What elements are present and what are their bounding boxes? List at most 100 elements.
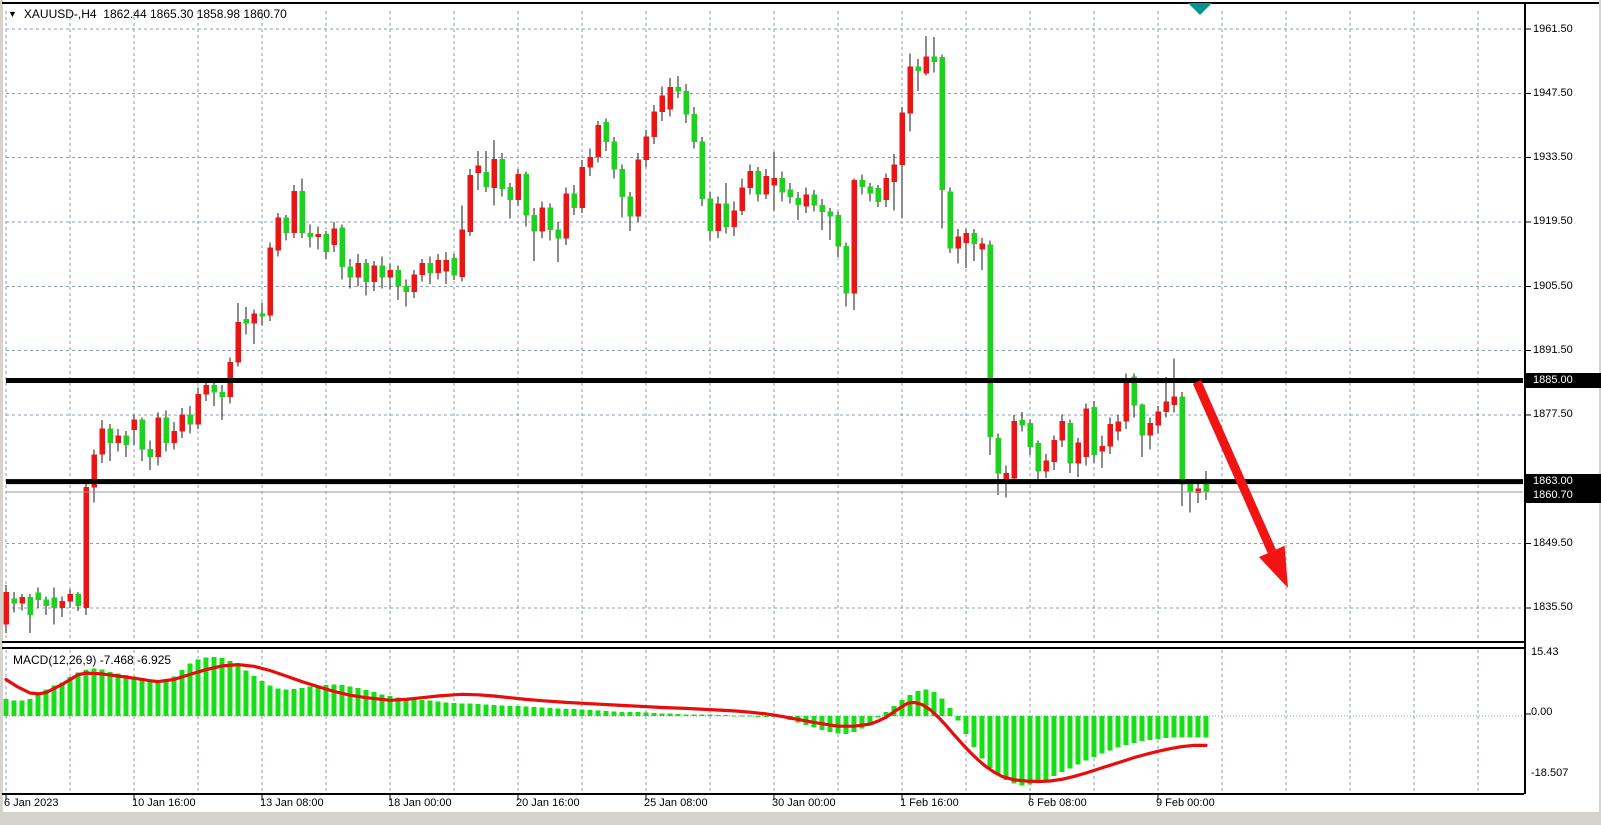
- trend-arrow-head[interactable]: [1259, 545, 1288, 588]
- macd-histogram-bar: [1171, 716, 1177, 738]
- candle-body: [915, 66, 921, 72]
- macd-histogram-bar: [11, 700, 17, 716]
- horizontal-line-object[interactable]: [6, 479, 1523, 485]
- macd-histogram-bar: [1131, 716, 1137, 743]
- candle-body: [723, 203, 729, 227]
- candle-body: [83, 486, 89, 609]
- macd-histogram-bar: [75, 672, 81, 716]
- macd-histogram-bar: [979, 716, 985, 759]
- macd-histogram-bar: [139, 677, 145, 716]
- macd-histogram-bar: [707, 714, 713, 716]
- candle-body: [611, 141, 617, 170]
- macd-histogram-bar: [251, 676, 257, 716]
- candle-body: [787, 189, 793, 197]
- candle-body: [571, 193, 577, 208]
- candle-body: [107, 428, 113, 443]
- candle-body: [379, 265, 385, 278]
- candle-body: [139, 419, 145, 450]
- candle-body: [659, 95, 665, 112]
- candle-body: [739, 187, 745, 211]
- candle-body: [955, 236, 961, 249]
- macd-indicator-label: MACD(12,26,9) -7.468 -6.925: [13, 653, 172, 667]
- macd-histogram-bar: [643, 712, 649, 716]
- macd-histogram-bar: [395, 697, 401, 716]
- macd-axis-label: 0.00: [1531, 705, 1553, 718]
- chart-title: ▼ XAUUSD-,H4 1862.44 1865.30 1858.98 1860…: [8, 7, 287, 21]
- candle-body: [1027, 423, 1033, 447]
- macd-histogram-bar: [1107, 716, 1113, 751]
- price-level-box: 1860.70: [1526, 488, 1601, 504]
- macd-histogram-bar: [99, 669, 105, 716]
- macd-histogram-bar: [883, 711, 889, 716]
- macd-histogram-bar: [651, 713, 657, 716]
- candle-body: [643, 136, 649, 161]
- price-axis-label: 1947.50: [1533, 86, 1573, 99]
- macd-histogram-bar: [963, 716, 969, 734]
- candle-body: [595, 124, 601, 157]
- time-axis-label: 1 Feb 16:00: [900, 797, 959, 809]
- symbol-dropdown-icon[interactable]: ▼: [8, 9, 17, 19]
- candle-body: [675, 87, 681, 92]
- candle-body: [291, 190, 297, 233]
- candle-body: [491, 158, 497, 189]
- candle-body: [3, 592, 9, 625]
- candle-body: [851, 179, 857, 294]
- macd-histogram-bar: [995, 716, 1001, 776]
- candle-body: [763, 175, 769, 195]
- trend-arrow-shaft[interactable]: [1192, 380, 1276, 554]
- candle-body: [1043, 460, 1049, 472]
- candle-body: [499, 158, 505, 190]
- macd-histogram-bar: [683, 714, 689, 716]
- candle-body: [259, 313, 265, 317]
- time-axis-label: 6 Jan 2023: [4, 797, 59, 809]
- symbol-period-label: XAUUSD-,H4: [23, 7, 97, 21]
- horizontal-line-object[interactable]: [6, 378, 1523, 384]
- candle-body: [907, 66, 913, 114]
- candle-body: [707, 198, 713, 231]
- macd-histogram-bar: [283, 689, 289, 716]
- macd-histogram-bar: [1099, 716, 1105, 754]
- time-axis-label: 6 Feb 08:00: [1028, 797, 1087, 809]
- macd-histogram-bar: [115, 673, 121, 716]
- time-axis-label: 18 Jan 00:00: [388, 797, 452, 809]
- time-axis-label: 13 Jan 08:00: [260, 797, 324, 809]
- macd-histogram-bar: [211, 656, 217, 716]
- candle-body: [451, 258, 457, 276]
- candle-body: [651, 111, 657, 138]
- candle-body: [483, 172, 489, 187]
- candle-body: [1019, 419, 1025, 426]
- candle-body: [619, 168, 625, 197]
- macd-histogram-bar: [1043, 716, 1049, 780]
- candle-body: [235, 321, 241, 363]
- candle-body: [947, 191, 953, 249]
- price-axis-label: 1919.50: [1533, 215, 1573, 228]
- macd-histogram-bar: [83, 670, 89, 716]
- macd-histogram-bar: [907, 694, 913, 716]
- candle-body: [427, 263, 433, 273]
- macd-histogram-bar: [227, 661, 233, 716]
- candle-body: [875, 188, 881, 203]
- macd-histogram-bar: [379, 694, 385, 716]
- candle-body: [867, 186, 873, 194]
- candle-body: [147, 449, 153, 458]
- candle-body: [475, 165, 481, 174]
- price-axis-label: 1835.50: [1533, 601, 1573, 614]
- candle-body: [11, 598, 17, 604]
- macd-histogram-bar: [875, 716, 881, 718]
- macd-histogram-bar: [1195, 716, 1201, 738]
- candle-body: [1187, 484, 1193, 492]
- macd-histogram-bar: [3, 699, 9, 716]
- macd-histogram-bar: [1051, 716, 1057, 776]
- macd-histogram-bar: [155, 680, 161, 716]
- chart-shift-marker-icon[interactable]: [1188, 3, 1212, 15]
- candle-body: [419, 263, 425, 276]
- candle-body: [1179, 396, 1185, 485]
- macd-histogram-bar: [499, 705, 505, 716]
- candle-body: [523, 173, 529, 216]
- price-axis-label: 1905.50: [1533, 279, 1573, 292]
- time-axis-line: [2, 793, 1524, 795]
- macd-histogram-bar: [715, 715, 721, 717]
- macd-histogram-bar: [635, 712, 641, 716]
- macd-histogram-bar: [539, 707, 545, 716]
